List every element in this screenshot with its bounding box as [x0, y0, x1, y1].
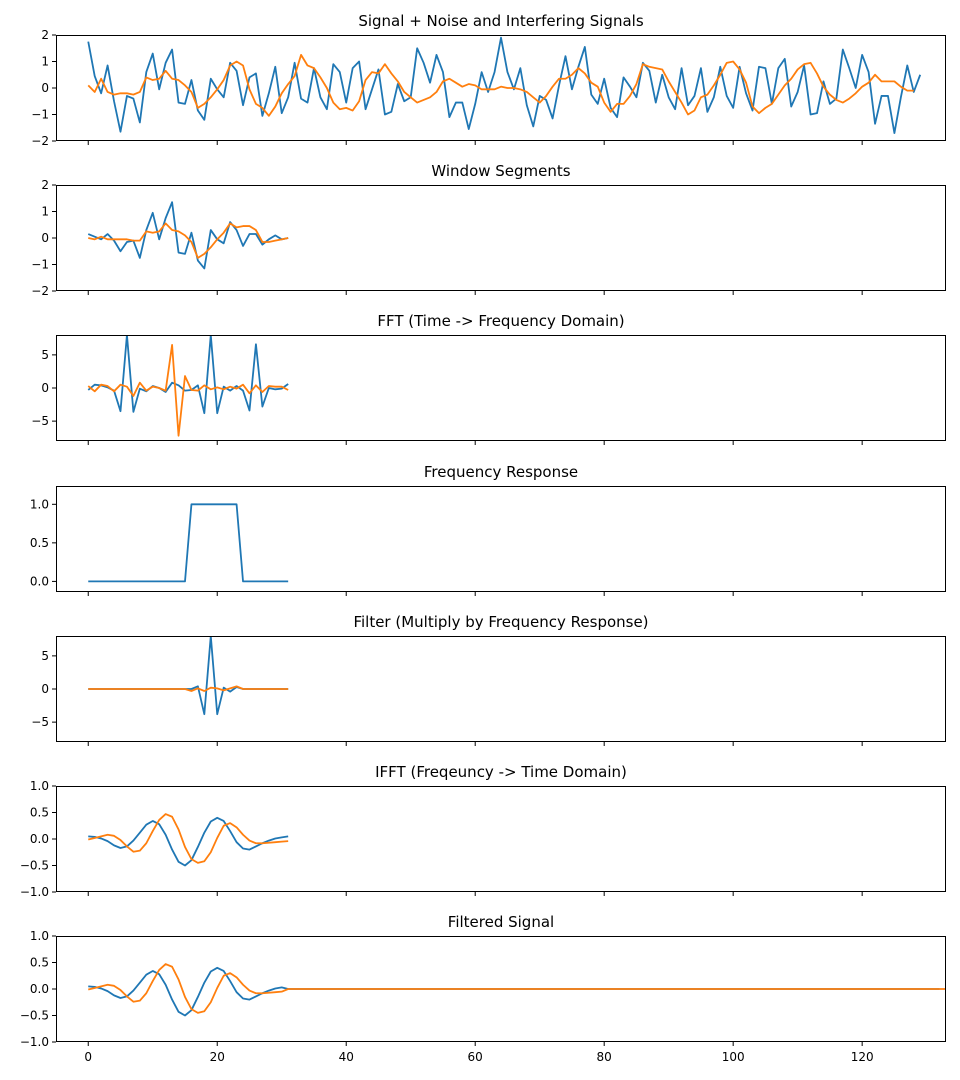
- axes-frame: [56, 335, 946, 441]
- x-tick-label: 20: [210, 1050, 225, 1064]
- series-line-1: [87, 36, 922, 134]
- series-line-1: [87, 335, 289, 415]
- y-tick-label: −1.0: [20, 885, 49, 899]
- y-tick-label: 2: [41, 28, 49, 42]
- series-group: [87, 201, 289, 270]
- y-tick-label: 1.0: [30, 497, 49, 511]
- series-line-2: [88, 685, 289, 692]
- series-line-2: [87, 344, 289, 437]
- panel-title: Frequency Response: [424, 463, 578, 481]
- y-tick-label: 5: [41, 649, 49, 663]
- y-tick-label: 1.0: [30, 929, 49, 943]
- y-tick-label: −2: [31, 284, 49, 298]
- y-tick-label: −5: [31, 414, 49, 428]
- panel-title: Window Segments: [431, 162, 570, 180]
- x-tick-label: 60: [468, 1050, 483, 1064]
- series-line-1: [87, 201, 289, 270]
- series-line-1: [88, 816, 289, 867]
- series-line-2: [88, 222, 289, 259]
- series-line-2: [87, 53, 914, 117]
- y-tick-label: −5: [31, 715, 49, 729]
- y-tick-label: 0.0: [30, 832, 49, 846]
- series-group: [87, 335, 289, 437]
- panel-title: Filter (Multiply by Frequency Response): [353, 613, 648, 631]
- y-tick-label: 2: [41, 178, 49, 192]
- panel-title: FFT (Time -> Frequency Domain): [377, 312, 624, 330]
- y-tick-label: 0.5: [30, 956, 49, 970]
- x-tick-label: 120: [851, 1050, 874, 1064]
- y-tick-label: 0: [41, 231, 49, 245]
- axes-frame: [56, 185, 946, 291]
- y-tick-label: 0.0: [30, 982, 49, 996]
- panel-3: FFT (Time -> Frequency Domain) −5 0 5: [31, 312, 946, 445]
- y-tick-label: 0: [41, 381, 49, 395]
- series-group: [88, 963, 946, 1017]
- axes-frame: [56, 636, 946, 742]
- x-tick-label: 80: [597, 1050, 612, 1064]
- y-tick-label: −1: [31, 258, 49, 272]
- series-line-2: [88, 813, 289, 864]
- y-tick-label: −0.5: [20, 1009, 49, 1023]
- x-tick-label: 100: [722, 1050, 745, 1064]
- panel-7: Filtered Signal −1.0 −0.5 0.0 0.5 1.0 0 20 40 60 8…: [20, 913, 946, 1064]
- y-tick-label: 1: [41, 205, 49, 219]
- y-tick-label: 1: [41, 55, 49, 69]
- y-tick-label: 0.5: [30, 806, 49, 820]
- x-tick-label: 0: [84, 1050, 92, 1064]
- y-tick-label: −2: [31, 134, 49, 148]
- panel-2: Window Segments −2 −1 0 1 2: [31, 162, 946, 298]
- y-tick-label: 0.0: [30, 574, 49, 588]
- axes-frame: [56, 35, 946, 141]
- axes-frame: [56, 936, 946, 1042]
- panel-title: IFFT (Freqeuncy -> Time Domain): [375, 763, 627, 781]
- panel-title: Signal + Noise and Interfering Signals: [358, 12, 643, 30]
- series-line-2: [88, 963, 946, 1014]
- series-group: [88, 503, 289, 583]
- y-tick-label: −1.0: [20, 1035, 49, 1049]
- y-tick-label: 5: [41, 348, 49, 362]
- y-tick-label: 0: [41, 81, 49, 95]
- y-tick-label: −0.5: [20, 859, 49, 873]
- x-tick-label: 40: [339, 1050, 354, 1064]
- series-group: [88, 636, 289, 716]
- series-line-1: [88, 636, 289, 716]
- axes-frame: [56, 786, 946, 892]
- series-line-1: [88, 503, 289, 583]
- panel-1: Signal + Noise and Interfering Signals −2…: [31, 12, 946, 148]
- panel-6: IFFT (Freqeuncy -> Time Domain) −1.0 −0.5 0…: [20, 763, 946, 899]
- y-tick-label: 1.0: [30, 779, 49, 793]
- panel-4: Frequency Response 0.0 0.5 1.0: [30, 463, 946, 596]
- panel-title: Filtered Signal: [448, 913, 554, 931]
- axes-frame: [56, 486, 946, 592]
- series-group: [87, 36, 922, 134]
- y-tick-label: 0.5: [30, 536, 49, 550]
- y-tick-label: 0: [41, 682, 49, 696]
- series-group: [88, 813, 289, 867]
- y-tick-label: −1: [31, 108, 49, 122]
- panel-5: Filter (Multiply by Frequency Response) −…: [31, 613, 946, 746]
